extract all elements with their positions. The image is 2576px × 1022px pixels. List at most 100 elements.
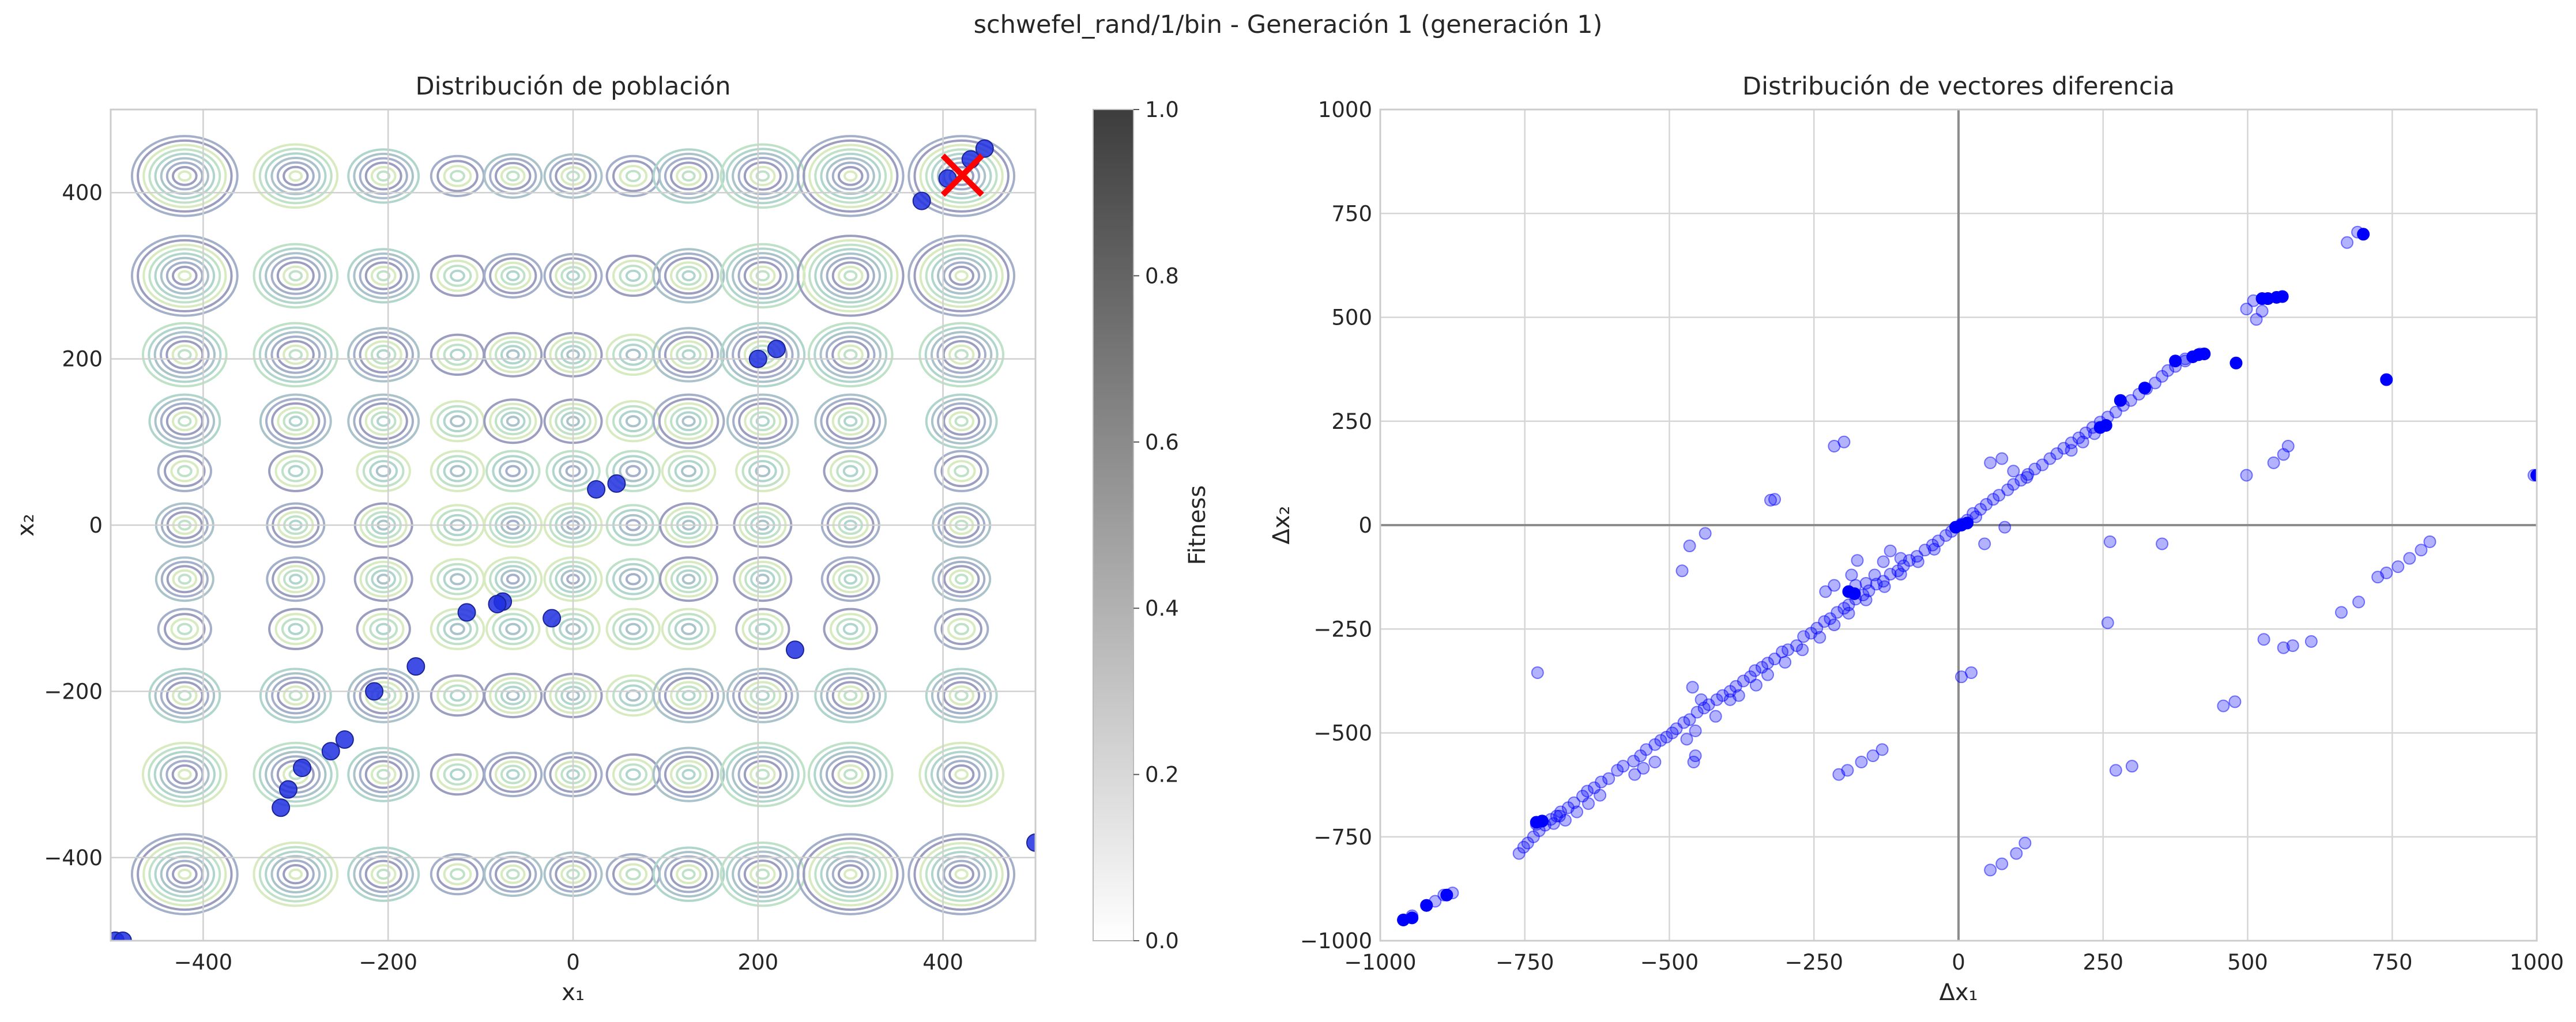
difference-vector-point: [1984, 863, 1997, 877]
difference-vector-point: [2255, 304, 2269, 318]
y-tick-label: 250: [1331, 409, 1372, 434]
difference-vector-point: [1698, 527, 1712, 540]
contour-ring: [178, 170, 192, 182]
x-tick-label: −500: [1640, 950, 1699, 975]
population-point: [607, 474, 626, 493]
contour-ring: [283, 411, 309, 432]
contour-ring: [270, 855, 321, 893]
contour-ring: [274, 613, 317, 646]
contour-ring: [825, 335, 876, 374]
contour-ring: [954, 868, 969, 880]
contour-ring: [498, 459, 528, 482]
contour-ring: [265, 398, 326, 445]
y-tick-label: 400: [62, 180, 103, 205]
contour-ring: [737, 755, 788, 794]
contour-ring: [619, 684, 648, 707]
contour-ring: [807, 322, 894, 388]
contour-ring: [450, 348, 465, 361]
contour-ring: [744, 681, 782, 710]
contour-ring: [937, 560, 986, 598]
difference-vector-point: [1819, 585, 1832, 598]
contour-ring: [483, 398, 543, 444]
contour-ring: [937, 257, 986, 295]
difference-vector-point: [1845, 568, 1858, 582]
difference-vector-point-dense: [2530, 469, 2537, 482]
contour-ring: [814, 846, 887, 902]
contour-ring: [268, 608, 323, 650]
contour-ring: [919, 842, 1004, 907]
contour-ring: [165, 859, 204, 889]
contour-ring: [160, 676, 209, 715]
contour-ring: [160, 257, 209, 295]
contour-ring: [353, 331, 414, 378]
contour-ring: [937, 402, 986, 440]
contour-ring: [483, 673, 543, 719]
contour-ring: [142, 243, 227, 308]
difference-vector-point: [1675, 564, 1689, 578]
contour-ring: [652, 248, 725, 304]
contour-ring: [362, 455, 405, 488]
contour-ring: [154, 398, 216, 445]
contour-ring: [831, 340, 870, 369]
difference-vector-point: [1732, 689, 1745, 702]
population-point: [457, 603, 476, 622]
contour-ring: [353, 751, 414, 798]
contour-ring: [253, 143, 339, 209]
contour-ring: [658, 672, 720, 719]
contour-ring: [831, 406, 869, 436]
contour-ring: [664, 157, 714, 195]
contour-ring: [436, 563, 479, 595]
contour-ring: [271, 676, 321, 715]
difference-vector-point-dense: [2198, 347, 2211, 360]
contour-ring: [625, 768, 641, 781]
contour-ring: [750, 165, 776, 187]
difference-vector-point: [1841, 764, 1854, 777]
colorbar-tick-label: 1.0: [1145, 97, 1179, 122]
contour-ring: [159, 335, 210, 374]
contour-ring: [670, 261, 707, 291]
contour-ring: [489, 560, 537, 598]
contour-ring: [148, 248, 221, 304]
contour-ring: [178, 416, 192, 427]
contour-ring: [495, 760, 532, 789]
contour-ring: [450, 465, 465, 477]
difference-vector-point: [2334, 606, 2348, 619]
contour-ring: [842, 465, 858, 477]
contour-ring: [450, 689, 465, 702]
contour-ring: [489, 336, 537, 374]
contour-ring: [737, 335, 788, 374]
y-tick-label: 500: [1331, 306, 1372, 330]
difference-vector-point: [1855, 755, 1868, 768]
contour-ring: [948, 344, 975, 365]
contour-ring: [288, 270, 303, 282]
contour-ring: [819, 331, 882, 379]
contour-ring: [483, 556, 543, 602]
contour-ring: [265, 672, 326, 719]
contour-ring: [676, 411, 702, 432]
contour-ring: [165, 161, 204, 191]
contour-ring: [829, 455, 872, 488]
contour-ring: [483, 252, 543, 299]
difference-vector-point: [2217, 699, 2230, 712]
contour-ring: [820, 851, 881, 898]
contour-ring: [489, 756, 537, 793]
difference-vector-point: [2076, 435, 2089, 448]
contour-ring: [376, 270, 391, 282]
contour-ring: [619, 568, 648, 591]
contour-ring: [605, 608, 661, 650]
contour-ring: [681, 768, 696, 780]
contour-ring: [681, 574, 696, 585]
contour-ring: [743, 261, 782, 291]
contour-ring: [259, 393, 332, 449]
contour-ring: [726, 667, 799, 723]
contour-ring: [843, 416, 858, 427]
contour-ring: [483, 851, 543, 897]
contour-ring: [283, 685, 309, 706]
contour-ring: [270, 157, 321, 195]
contour-ring: [937, 855, 986, 893]
x-tick-label: −400: [174, 950, 233, 975]
x-tick-label: 200: [737, 950, 778, 975]
contour-ring: [664, 676, 714, 715]
colorbar-tick-label: 0.0: [1145, 929, 1179, 953]
contour-ring: [658, 252, 720, 299]
